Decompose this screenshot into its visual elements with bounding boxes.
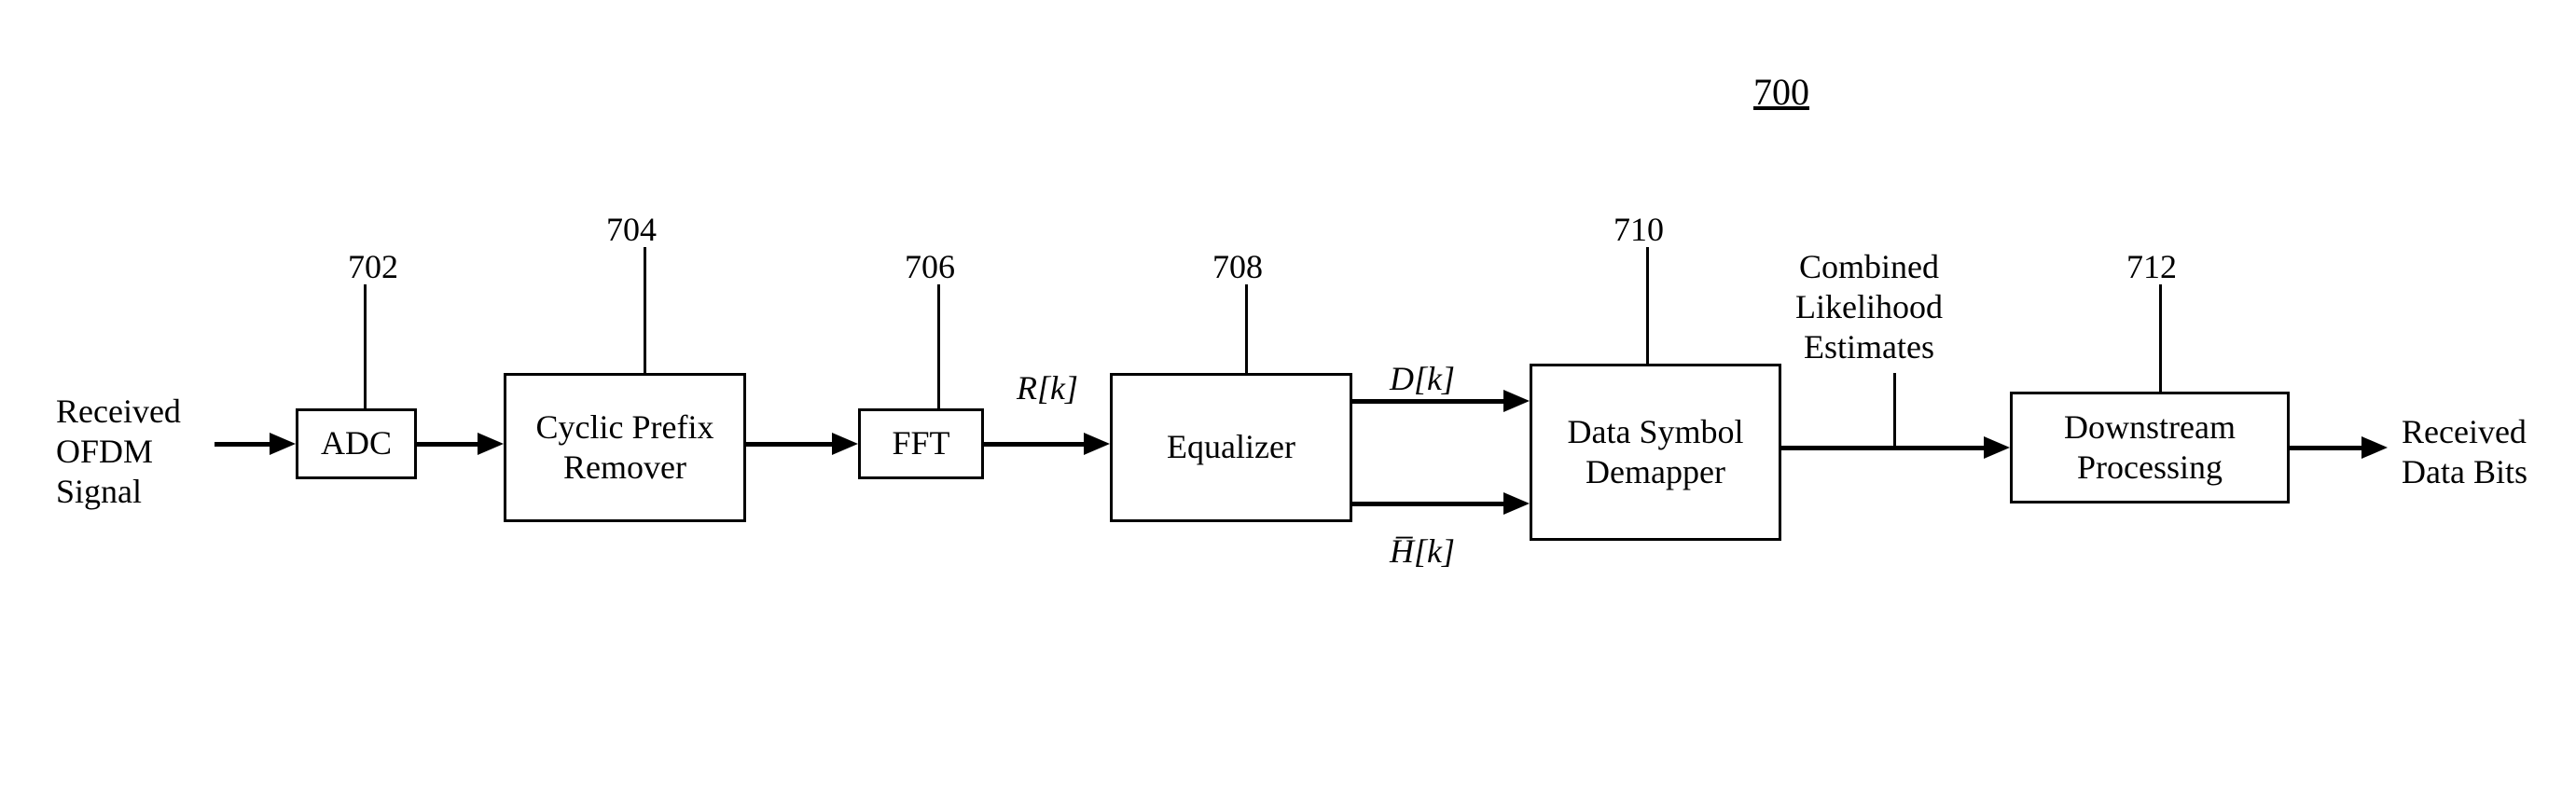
diagram-canvas: 700 Received OFDM Signal Received Data B… — [0, 0, 2576, 800]
in-to-adc-line — [215, 442, 270, 447]
eq-to-dem-d-line — [1352, 399, 1503, 404]
signal-h-k: H̅[k] — [1390, 531, 1455, 572]
equalizer-block: Equalizer — [1110, 373, 1352, 522]
ref-equalizer: 708 — [1212, 247, 1263, 287]
signal-r-k: R[k] — [1017, 368, 1078, 408]
fft-label: FFT — [892, 423, 949, 463]
cpr-label: Cyclic Prefix Remover — [506, 407, 743, 488]
output-signal-label: Received Data Bits — [2402, 412, 2528, 492]
fft-to-eq-head — [1084, 433, 1110, 455]
fft-to-eq-line — [984, 442, 1084, 447]
eq-to-dem-h-head — [1503, 492, 1530, 515]
down-label: Downstream Processing — [2013, 407, 2287, 488]
down-to-out-line — [2290, 446, 2361, 450]
adc-block: ADC — [296, 408, 417, 479]
ref-fft: 706 — [905, 247, 955, 287]
signal-d-k: D[k] — [1390, 359, 1455, 399]
down-to-out-head — [2361, 436, 2388, 459]
combined-likelihood-label: Combined Likelihood Estimates — [1795, 247, 1943, 368]
ref-tick-down — [2159, 284, 2162, 392]
input-signal-label: Received OFDM Signal — [56, 392, 181, 513]
eq-to-dem-d-head — [1503, 390, 1530, 412]
adc-to-cpr-head — [478, 433, 504, 455]
ref-adc: 702 — [348, 247, 398, 287]
cpr-to-fft-line — [746, 442, 832, 447]
ref-tick-adc — [364, 284, 367, 408]
eq-to-dem-h-line — [1352, 502, 1503, 506]
ref-cpr: 704 — [606, 210, 657, 250]
equalizer-label: Equalizer — [1167, 427, 1295, 467]
combined-tick — [1893, 373, 1896, 448]
ref-down: 712 — [2126, 247, 2177, 287]
data-symbol-demapper-block: Data Symbol Demapper — [1530, 364, 1781, 541]
ref-tick-cpr — [644, 247, 646, 373]
downstream-processing-block: Downstream Processing — [2010, 392, 2290, 503]
dem-to-down-line — [1781, 446, 1984, 450]
ref-tick-fft — [937, 284, 940, 408]
cpr-to-fft-head — [832, 433, 858, 455]
fft-block: FFT — [858, 408, 984, 479]
ref-demapper: 710 — [1613, 210, 1664, 250]
ref-tick-demapper — [1646, 247, 1649, 364]
figure-id: 700 — [1753, 70, 1809, 115]
dem-to-down-head — [1984, 436, 2010, 459]
demapper-label: Data Symbol Demapper — [1532, 412, 1779, 492]
cyclic-prefix-remover-block: Cyclic Prefix Remover — [504, 373, 746, 522]
ref-tick-equalizer — [1245, 284, 1248, 373]
in-to-adc-head — [270, 433, 296, 455]
adc-label: ADC — [321, 423, 392, 463]
adc-to-cpr-line — [417, 442, 478, 447]
